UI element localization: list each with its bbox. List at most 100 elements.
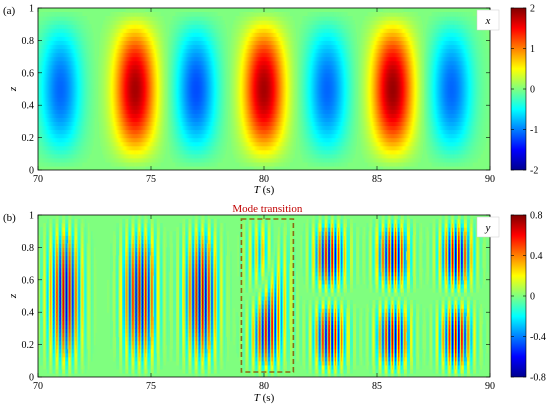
heatmap-cell: [67, 68, 70, 74]
heatmap-cell: [72, 105, 75, 110]
heatmap-cell: [123, 89, 126, 94]
heatmap-cell: [53, 68, 55, 74]
heatmap-cell: [71, 68, 74, 74]
heatmap-cell: [75, 24, 78, 29]
heatmap-cell: [102, 84, 104, 90]
heatmap-cell: [89, 93, 92, 98]
heatmap-cell: [98, 105, 100, 110]
heatmap-cell: [55, 101, 57, 106]
heatmap-cell: [57, 84, 59, 90]
heatmap-cell: [116, 109, 118, 114]
heatmap-cell: [93, 93, 96, 98]
heatmap-cell: [92, 117, 95, 122]
heatmap-cell: [39, 24, 41, 29]
heatmap-cell: [69, 12, 72, 17]
heatmap-cell: [123, 97, 126, 102]
heatmap-cell: [50, 121, 52, 127]
heatmap-cell: [106, 145, 108, 151]
heatmap-cell: [50, 141, 52, 147]
heatmap-cell: [65, 32, 68, 37]
heatmap-cell: [55, 56, 57, 62]
heatmap-cell: [101, 105, 103, 110]
heatmap-cell: [138, 32, 141, 37]
heatmap-cell: [49, 113, 51, 118]
heatmap-cell: [118, 101, 120, 106]
heatmap-cell: [112, 129, 114, 135]
heatmap-cell: [103, 48, 105, 54]
heatmap-cell: [107, 28, 109, 33]
heatmap-cell: [128, 40, 131, 46]
heatmap-cell: [77, 149, 80, 155]
heatmap-cell: [127, 16, 130, 21]
heatmap-cell: [139, 64, 142, 70]
heatmap-cell: [140, 145, 143, 151]
heatmap-cell: [91, 36, 94, 41]
heatmap-cell: [51, 12, 53, 17]
heatmap-cell: [58, 64, 60, 70]
heatmap-cell: [116, 12, 118, 17]
heatmap-cell: [127, 28, 130, 33]
heatmap-cell: [124, 93, 127, 98]
heatmap-cell: [122, 157, 125, 163]
heatmap-cell: [108, 64, 110, 70]
heatmap-cell: [81, 56, 84, 62]
heatmap-cell: [110, 80, 112, 86]
heatmap-cell: [106, 97, 108, 102]
heatmap-cell: [58, 145, 60, 151]
heatmap-cell: [52, 137, 54, 143]
heatmap-cell: [45, 72, 47, 78]
heatmap-cell: [74, 56, 77, 62]
heatmap-cell: [41, 157, 43, 163]
heatmap-cell: [53, 28, 55, 33]
heatmap-cell: [128, 125, 131, 131]
heatmap-cell: [110, 89, 112, 94]
heatmap-cell: [51, 149, 53, 155]
heatmap-cell: [124, 52, 127, 58]
heatmap-cell: [91, 109, 94, 114]
heatmap-cell: [66, 48, 69, 54]
heatmap-cell: [64, 153, 67, 159]
heatmap-cell: [56, 117, 58, 122]
heatmap-cell: [132, 48, 135, 54]
heatmap-cell: [129, 109, 132, 114]
heatmap-cell: [140, 89, 143, 94]
heatmap-cell: [43, 157, 45, 163]
heatmap-cell: [99, 48, 101, 54]
heatmap-cell: [63, 64, 66, 70]
heatmap-cell: [137, 97, 140, 102]
heatmap-cell: [63, 12, 66, 17]
heatmap-cell: [46, 125, 48, 131]
heatmap-cell: [107, 64, 109, 70]
heatmap-cell: [138, 97, 141, 102]
heatmap-cell: [53, 56, 55, 62]
heatmap-cell: [75, 121, 78, 127]
heatmap-cell: [48, 137, 50, 143]
heatmap-cell: [62, 141, 65, 147]
heatmap-cell: [131, 28, 134, 33]
heatmap-cell: [44, 20, 46, 25]
heatmap-cell: [87, 149, 90, 155]
heatmap-cell: [61, 12, 64, 17]
heatmap-cell: [126, 84, 129, 90]
heatmap-cell: [135, 76, 138, 82]
heatmap-cell: [134, 36, 137, 41]
heatmap-cell: [140, 157, 143, 163]
heatmap-cell: [120, 60, 122, 66]
heatmap-cell: [55, 141, 57, 147]
heatmap-cell: [84, 64, 87, 70]
heatmap-cell: [78, 40, 81, 46]
heatmap-cell: [110, 121, 112, 127]
heatmap-cell: [88, 84, 91, 90]
heatmap-cell: [89, 141, 92, 147]
heatmap-cell: [122, 24, 125, 29]
heatmap-cell: [62, 48, 65, 54]
heatmap-cell: [105, 76, 107, 82]
heatmap-cell: [48, 149, 50, 155]
heatmap-cell: [159, 12, 161, 17]
heatmap-cell: [128, 137, 131, 143]
heatmap-cell: [132, 121, 135, 127]
heatmap-cell: [72, 129, 75, 135]
heatmap-cell: [104, 68, 106, 74]
heatmap-cell: [138, 149, 141, 155]
heatmap-cell: [104, 44, 106, 50]
